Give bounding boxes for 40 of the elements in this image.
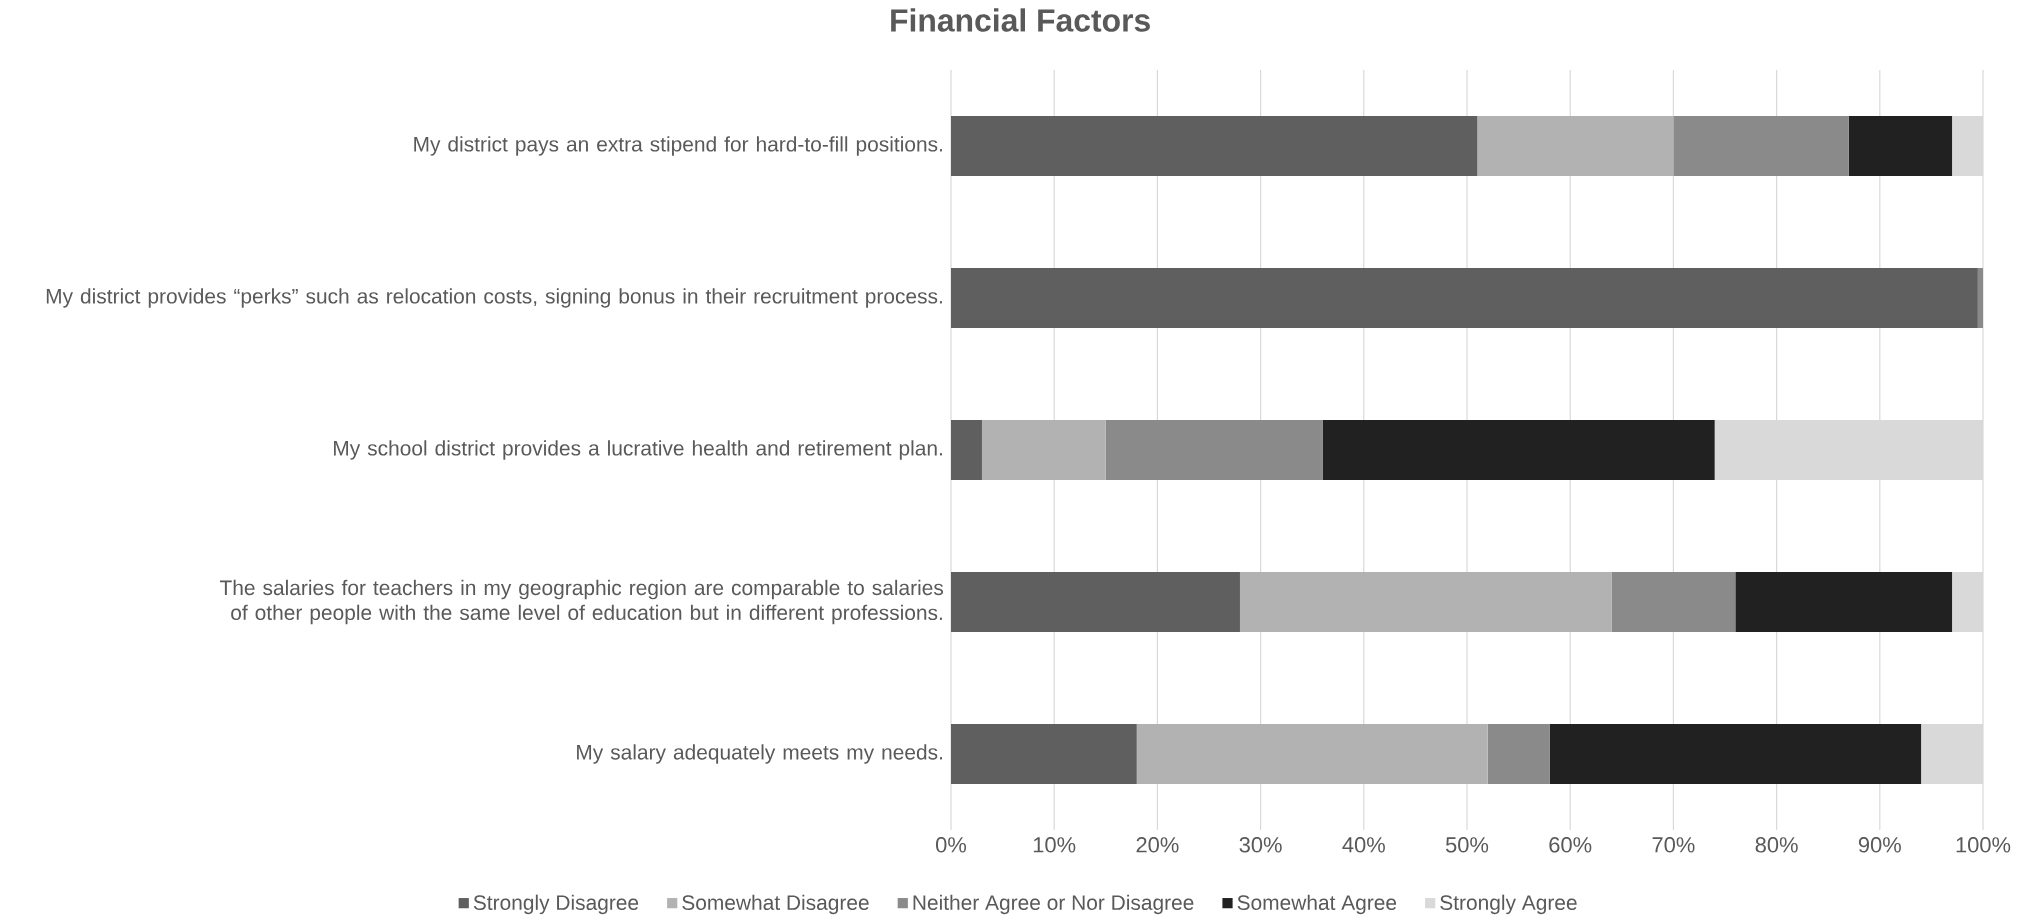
- bar: [1477, 115, 1674, 176]
- bar: [951, 419, 982, 480]
- legend-label: Strongly Agree: [1440, 894, 1577, 915]
- bar: [951, 724, 1137, 784]
- bar: [951, 115, 1478, 176]
- bar: [981, 419, 1106, 480]
- bar: [951, 572, 1240, 632]
- x-tick-label: 80%: [1755, 837, 1798, 853]
- y-tick-label: My school district provides a lucrative health and retirement plan.: [334, 440, 942, 460]
- legend-label: Somewhat Agree: [1237, 894, 1397, 915]
- x-tick-label: 60%: [1549, 837, 1592, 853]
- x-tick-label: 40%: [1342, 837, 1385, 853]
- bar: [1239, 572, 1612, 632]
- y-tick-label: My salary adequately meets my needs.: [577, 744, 942, 764]
- x-tick-label: 30%: [1239, 837, 1282, 853]
- bar: [1735, 572, 1953, 632]
- bar: [1611, 572, 1736, 632]
- bar: [1673, 115, 1849, 176]
- x-tick-label: 20%: [1136, 837, 1179, 853]
- x-tick-label: 50%: [1445, 837, 1489, 853]
- bar: [1136, 724, 1488, 784]
- y-tick-label: My district provides “perks” such as relocation costs, signing bonus in their recruitment process.: [46, 288, 942, 308]
- bar: [1105, 419, 1323, 480]
- legend-label: Neither Agree or Nor Disagree: [913, 894, 1194, 915]
- bar: [1848, 115, 1953, 176]
- y-tick-label: The salaries for teachers in my geographic region are comparable to salaries of other people with the same level of education but in different professions.: [219, 579, 944, 625]
- y-tick-label: My district pays an extra stipend for hard-to-fill positions.: [414, 136, 942, 156]
- bar: [1487, 724, 1550, 784]
- x-tick-label: 70%: [1652, 837, 1695, 853]
- x-tick-label: 0%: [936, 837, 967, 853]
- legend-label: Strongly Disagree: [473, 894, 639, 915]
- x-tick-label: 100%: [1956, 837, 2011, 853]
- bar: [1977, 267, 1984, 328]
- bar: [951, 267, 1978, 328]
- chart-title: Financial Factors: [891, 8, 1150, 32]
- bar: [1322, 419, 1715, 480]
- bar: [1549, 724, 1922, 784]
- legend-label: Somewhat Disagree: [682, 894, 869, 915]
- x-tick-label: 10%: [1033, 837, 1076, 853]
- x-tick-label: 90%: [1858, 837, 1901, 853]
